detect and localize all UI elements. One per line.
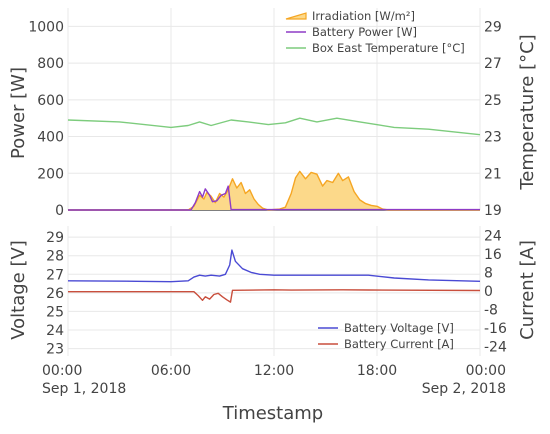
x-tick-label: 06:00	[151, 363, 191, 379]
top-y-tick-label: 400	[37, 130, 64, 146]
top-y2-tick-label: 19	[484, 203, 502, 219]
legend-item-irradiation-w-m[interactable]: Irradiation [W/m²]	[285, 9, 415, 23]
bottom-y2-tick-label: -24	[484, 340, 507, 356]
x-tick-label: 12:00	[254, 363, 294, 379]
x-tick-label: 00:00	[466, 363, 506, 379]
bottom-y2-tick-label: 0	[484, 284, 493, 300]
bottom-y2-tick-label: 16	[484, 247, 502, 263]
legend-item-battery-voltage-v[interactable]: Battery Voltage [V]	[318, 321, 454, 335]
bottom-y2-tick-label: 8	[484, 265, 493, 281]
bottom-y2-tick-label: -16	[484, 321, 507, 337]
legend-item-battery-power-w[interactable]: Battery Power [W]	[286, 25, 417, 39]
bottom-y2-tick-label: 24	[484, 228, 502, 244]
top-y-tick-label: 600	[37, 93, 64, 109]
top-y2-tick-label: 25	[484, 93, 502, 109]
top-y-tick-label: 1000	[28, 19, 64, 35]
legend-label: Battery Voltage [V]	[344, 321, 454, 335]
top-gridlines	[67, 8, 481, 211]
bottom-y2-axis-title: Current [A]	[517, 240, 538, 340]
legend-label: Battery Current [A]	[344, 337, 454, 351]
bottom-y-tick-label: 29	[46, 230, 64, 246]
bottom-y-tick-label: 23	[46, 342, 64, 358]
top-series-layer	[67, 117, 481, 211]
top-y2-tick-label: 21	[484, 166, 502, 182]
top-y-tick-label: 800	[37, 56, 64, 72]
bottom-y-axis-title: Voltage [V]	[8, 240, 29, 340]
legend-item-battery-current-a[interactable]: Battery Current [A]	[318, 337, 454, 351]
bottom-y-tick-label: 26	[46, 286, 64, 302]
x-axis-title: Timestamp	[222, 403, 323, 424]
bottom-y-tick-label: 27	[46, 267, 64, 283]
top-y2-axis-title: Temperature [°C]	[517, 34, 538, 190]
x-tick-date-label: Sep 2, 2018	[422, 381, 506, 397]
series-line-battery-current-a	[68, 289, 481, 303]
top-y-tick-label: 200	[37, 166, 64, 182]
legend-label: Battery Power [W]	[312, 25, 417, 39]
series-line-battery-voltage-v	[67, 249, 481, 283]
legend-label: Irradiation [W/m²]	[312, 9, 415, 23]
top-y2-tick-label: 29	[484, 19, 502, 35]
bottom-y-tick-label: 28	[46, 249, 64, 265]
bottom-y2-tick-label: -8	[484, 303, 498, 319]
top-y2-tick-label: 27	[484, 56, 502, 72]
legend-item-box-east-temperature-c[interactable]: Box East Temperature [°C]	[286, 41, 465, 55]
series-line-box-east-temperature-c	[67, 117, 481, 136]
legend-label: Box East Temperature [°C]	[312, 41, 465, 55]
top-y-axis-title: Power [W]	[8, 67, 29, 159]
x-tick-date-label: Sep 1, 2018	[42, 381, 126, 397]
legends: Irradiation [W/m²] Battery Power [W] Box E…	[285, 9, 465, 351]
bottom-y-tick-label: 24	[46, 323, 64, 339]
tick-labels: 0 200 400 600 800 1000 19 21 23 25 27 29 23 24 25 26 27 2…	[28, 19, 507, 397]
top-y2-tick-label: 23	[484, 130, 502, 146]
x-tick-label: 00:00	[42, 363, 82, 379]
series-line-battery-power-w	[68, 185, 480, 211]
bottom-y-tick-label: 25	[46, 304, 64, 320]
x-tick-label: 18:00	[357, 363, 397, 379]
bottom-series-layer	[67, 249, 481, 303]
top-y-tick-label: 0	[55, 203, 64, 219]
